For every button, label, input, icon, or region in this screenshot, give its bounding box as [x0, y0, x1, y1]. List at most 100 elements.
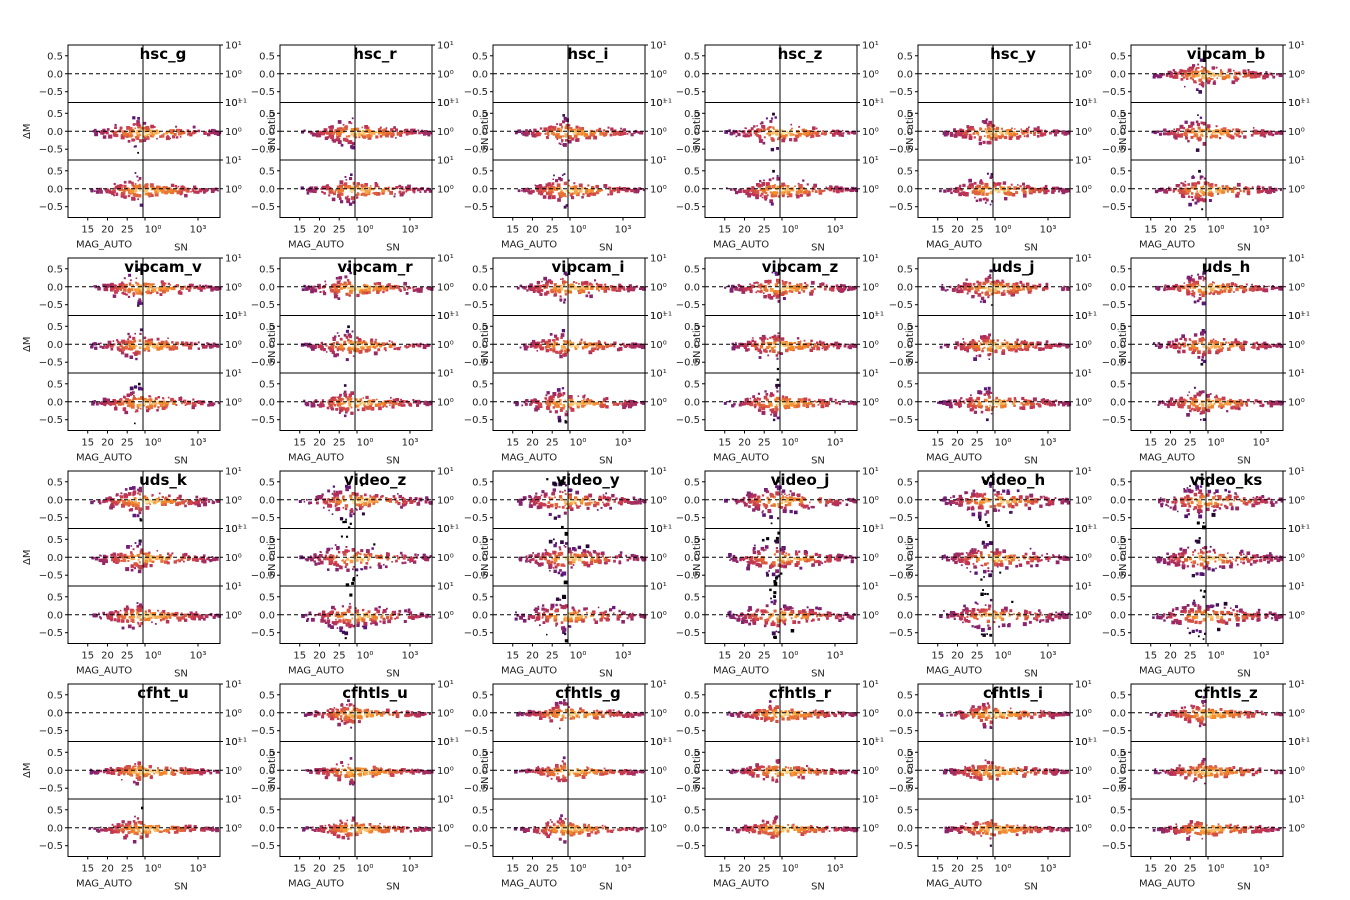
- vipcam_r-sub2-mag-bin: [343, 392, 346, 395]
- vipcam_b-sub0-sn-bin: [1265, 75, 1269, 79]
- vipcam_v-sub0-mag-bin: [93, 285, 95, 288]
- vipcam_b-sub2-sn-bin: [1242, 190, 1246, 193]
- vipcam_b-sub0-sn-bin: [1242, 69, 1247, 74]
- vipcam_r-sub2-sn-bin: [394, 398, 397, 401]
- vipcam_v-sub1-mag-bin: [103, 344, 106, 347]
- hsc_z-sub2-mag-bin: [776, 176, 781, 181]
- hsc_z-sub1-sn-bin: [782, 131, 786, 135]
- vipcam_z-sub1-mag-bin: [763, 349, 767, 353]
- vipcam_r-sub1-sn-bin: [415, 343, 419, 347]
- vipcam_v-sub2-sn-bin: [143, 404, 146, 407]
- hsc_y-sub2-sn-bin: [1055, 186, 1059, 190]
- hsc_i-sub2-mag-bin: [539, 188, 542, 192]
- vipcam_r-sub0-mag-bin: [330, 288, 335, 293]
- hsc_z-sub2-mag-bin: [772, 177, 775, 180]
- hsc_z-sub2-mag-bin: [745, 191, 750, 196]
- hsc_g-sub1-sn-bin: [143, 131, 148, 136]
- hsc_i-xtick-sn-label: 10³: [615, 225, 632, 236]
- hsc_r-sub2-sn-bin: [415, 187, 418, 189]
- hsc_z-sub2-sn-bin: [840, 188, 844, 193]
- hsc_z-sub2-mag-bin: [763, 190, 767, 194]
- vipcam_b-ytick-label: 0.5: [1110, 166, 1126, 177]
- hsc_r-sub2-sn-bin: [381, 191, 385, 195]
- hsc_r-sub1-mag-bin: [311, 133, 315, 137]
- hsc_i-sub1-sn-bin: [630, 133, 634, 137]
- hsc_i-sub1-mag-bin: [562, 114, 565, 117]
- uds_j-sub0-sn-bin: [1005, 283, 1010, 287]
- vipcam_v-ytick-right-label: 10¹: [225, 254, 242, 265]
- vipcam_v-sub2-sn-bin: [170, 398, 174, 402]
- vipcam_z-sub1-sn-bin: [819, 342, 824, 346]
- vipcam_v-sub0-sn-bin: [160, 280, 164, 284]
- hsc_z-sub2-mag-bin: [746, 188, 751, 192]
- vipcam_b-sub0-mag-bin: [1195, 67, 1198, 69]
- vipcam_v-sub2-mag-bin: [133, 394, 135, 397]
- vipcam_b-sub1-sn-bin: [1220, 128, 1223, 131]
- vipcam_v-sub1-mag-bin: [125, 340, 130, 345]
- hsc_y-sub1-sn-bin: [1018, 134, 1022, 138]
- hsc_z-sub2-mag-bin: [776, 190, 779, 193]
- hsc_r-sub2-mag-bin: [337, 189, 341, 193]
- vipcam_r-sub0-mag-bin: [339, 280, 341, 282]
- hsc_y-sub1-sn-bin: [1033, 133, 1036, 136]
- vipcam_v-sub2-mag-bin: [123, 395, 126, 398]
- hsc_y-sub2-mag-bin: [984, 197, 987, 200]
- vipcam_i-sub0-mag-bin: [529, 283, 533, 287]
- hsc_r-sub2-sn-bin: [405, 190, 408, 193]
- hsc_i-sub1-sn-bin: [581, 127, 585, 130]
- vipcam_i-sub0-mag-bin: [565, 281, 568, 284]
- vipcam_b-sub1-mag-bin: [1193, 134, 1197, 138]
- vipcam_r-sub2-mag-bin: [340, 407, 343, 410]
- vipcam_r-sub0-sn-bin: [364, 286, 368, 290]
- vipcam_v-sub1-sn-bin: [174, 346, 179, 350]
- vipcam_v-sub0-mag-bin: [115, 288, 120, 292]
- hsc_z-sub1-mag-bin: [769, 126, 772, 129]
- hsc_g-sub1-mag-bin: [120, 136, 124, 139]
- vipcam_z-sub0-sn-bin: [810, 289, 814, 294]
- vipcam_i-sub2-mag-bin: [560, 407, 562, 409]
- vipcam_b-sub0-mag-bin: [1172, 75, 1176, 79]
- vipcam_i-sub0-mag-bin: [531, 287, 535, 291]
- hsc_r-sub1-sn-bin: [379, 126, 382, 129]
- hsc_z-sub1-sn-bin: [839, 131, 842, 134]
- hsc_i-sub2-mag-bin: [545, 183, 549, 187]
- vipcam_v-sub2-sn-bin: [159, 403, 164, 407]
- vipcam_r-sub0-sn-bin: [386, 289, 388, 292]
- vipcam_v-sub2-sn-bin: [154, 401, 158, 405]
- vipcam_r-sub0-mag-bin: [310, 286, 315, 291]
- vipcam_v-sub0-sn-bin: [199, 288, 203, 292]
- vipcam_z-sub1-mag-bin: [767, 354, 770, 357]
- vipcam_z-sub1-sn-bin: [816, 346, 821, 351]
- hsc_y-sub2-mag-bin: [981, 189, 986, 193]
- vipcam_r-sub2-sn-bin: [370, 400, 372, 403]
- vipcam_z-sub0-mag-bin: [738, 288, 742, 292]
- vipcam_v-sub0-mag-bin: [102, 283, 106, 288]
- vipcam_b-sub1-mag-bin: [1190, 135, 1194, 139]
- vipcam_i-sub1-sn-bin: [625, 344, 628, 347]
- vipcam_i-sub1-mag-bin: [557, 344, 560, 346]
- vipcam_i-sub0-mag-bin: [532, 290, 536, 293]
- hsc_z-sub1-sn-bin: [790, 123, 793, 126]
- vipcam_i-sub0-mag-bin: [562, 283, 566, 286]
- vipcam_z-sub0-sn-bin: [784, 289, 787, 292]
- vipcam_r-sub0-sn-bin: [420, 287, 423, 289]
- vipcam_b-sub0-mag-bin: [1197, 66, 1200, 69]
- uds_j-sub0-mag-bin: [975, 286, 979, 290]
- vipcam_b-sub1-sn-bin: [1269, 131, 1273, 135]
- vipcam_b-sub0-mag-bin: [1175, 74, 1178, 77]
- vipcam_z-sub0-sn-bin: [839, 288, 844, 293]
- vipcam_b-sub1-mag-bin: [1170, 130, 1173, 133]
- vipcam_v-sub1-sn-bin: [201, 343, 205, 347]
- hsc_y-sub2-sn-bin: [1022, 188, 1026, 191]
- hsc_z-xtick-sn-label: 10⁰: [782, 225, 799, 236]
- hsc_z-sub1-sn-bin: [811, 130, 816, 134]
- hsc_g-sub1-mag-bin: [113, 133, 115, 136]
- hsc_z-ytick-right-label: 10⁰: [862, 184, 879, 195]
- hsc_z-sub2-sn-bin: [788, 193, 793, 198]
- vipcam_z-sub2-mag-bin: [754, 402, 757, 404]
- hsc_i-sub2-sn-bin: [612, 187, 617, 192]
- hsc_z-sub1-mag-bin: [760, 121, 764, 125]
- vipcam_z-sub2-sn-bin: [834, 398, 837, 401]
- hsc_i-ytick-label: 0.0: [472, 127, 488, 138]
- vipcam_r-sub0-mag-bin: [319, 291, 322, 293]
